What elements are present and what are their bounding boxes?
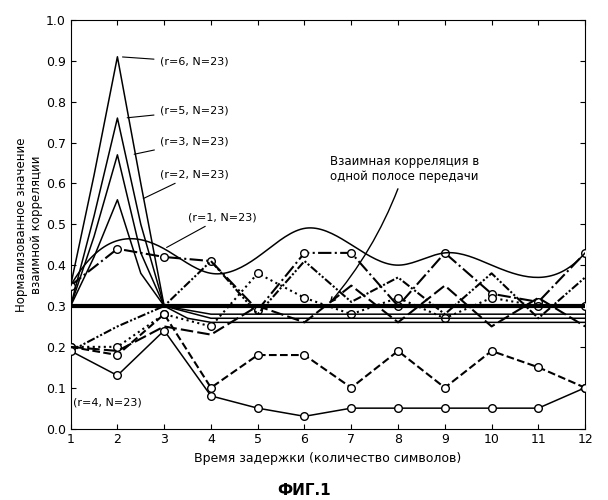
Text: Взаимная корреляция в
одной полосе передачи: Взаимная корреляция в одной полосе перед… [330,156,480,302]
X-axis label: Время задержки (количество символов): Время задержки (количество символов) [195,452,461,465]
Text: (r=3, N=23): (r=3, N=23) [134,136,228,154]
Y-axis label: Нормализованное значение
взаимной корреляции: Нормализованное значение взаимной коррел… [15,137,43,312]
Text: (r=6, N=23): (r=6, N=23) [123,57,228,67]
Text: (r=1, N=23): (r=1, N=23) [167,212,256,248]
Text: (r=5, N=23): (r=5, N=23) [127,106,228,118]
Text: (r=4, N=23): (r=4, N=23) [73,398,142,408]
Text: ФИГ.1: ФИГ.1 [277,483,331,498]
Text: (r=2, N=23): (r=2, N=23) [143,170,228,198]
